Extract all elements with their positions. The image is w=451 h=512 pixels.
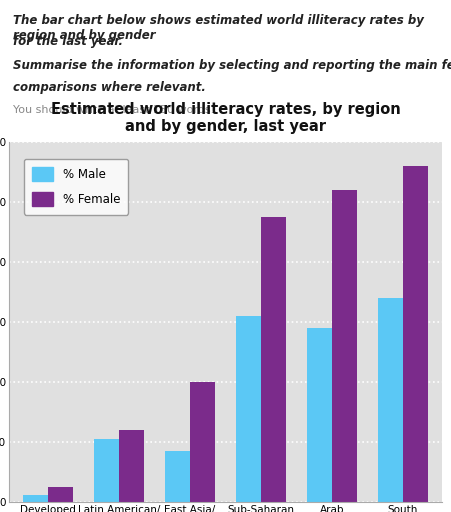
Text: comparisons where relevant.: comparisons where relevant. — [14, 81, 206, 94]
Bar — [165, 451, 190, 502]
Text: The bar chart below shows estimated world illiteracy rates by region and by gend: The bar chart below shows estimated worl… — [14, 14, 424, 42]
Bar — [307, 328, 332, 502]
Bar — [332, 190, 357, 502]
Title: Estimated world illiteracy rates, by region
and by gender, last year: Estimated world illiteracy rates, by reg… — [51, 101, 400, 134]
Bar — [190, 382, 215, 502]
Bar — [378, 298, 403, 502]
Bar — [261, 217, 286, 502]
Bar — [403, 166, 428, 502]
Bar — [94, 439, 119, 502]
Text: You should write at least 150 words.: You should write at least 150 words. — [14, 105, 215, 115]
Bar — [23, 495, 48, 502]
Bar — [119, 430, 144, 502]
Text: Summarise the information by selecting and reporting the main features, and make: Summarise the information by selecting a… — [14, 59, 451, 72]
Text: for the last year.: for the last year. — [14, 35, 124, 49]
Bar — [48, 487, 73, 502]
Bar — [236, 316, 261, 502]
Legend: % Male, % Female: % Male, % Female — [23, 159, 128, 215]
